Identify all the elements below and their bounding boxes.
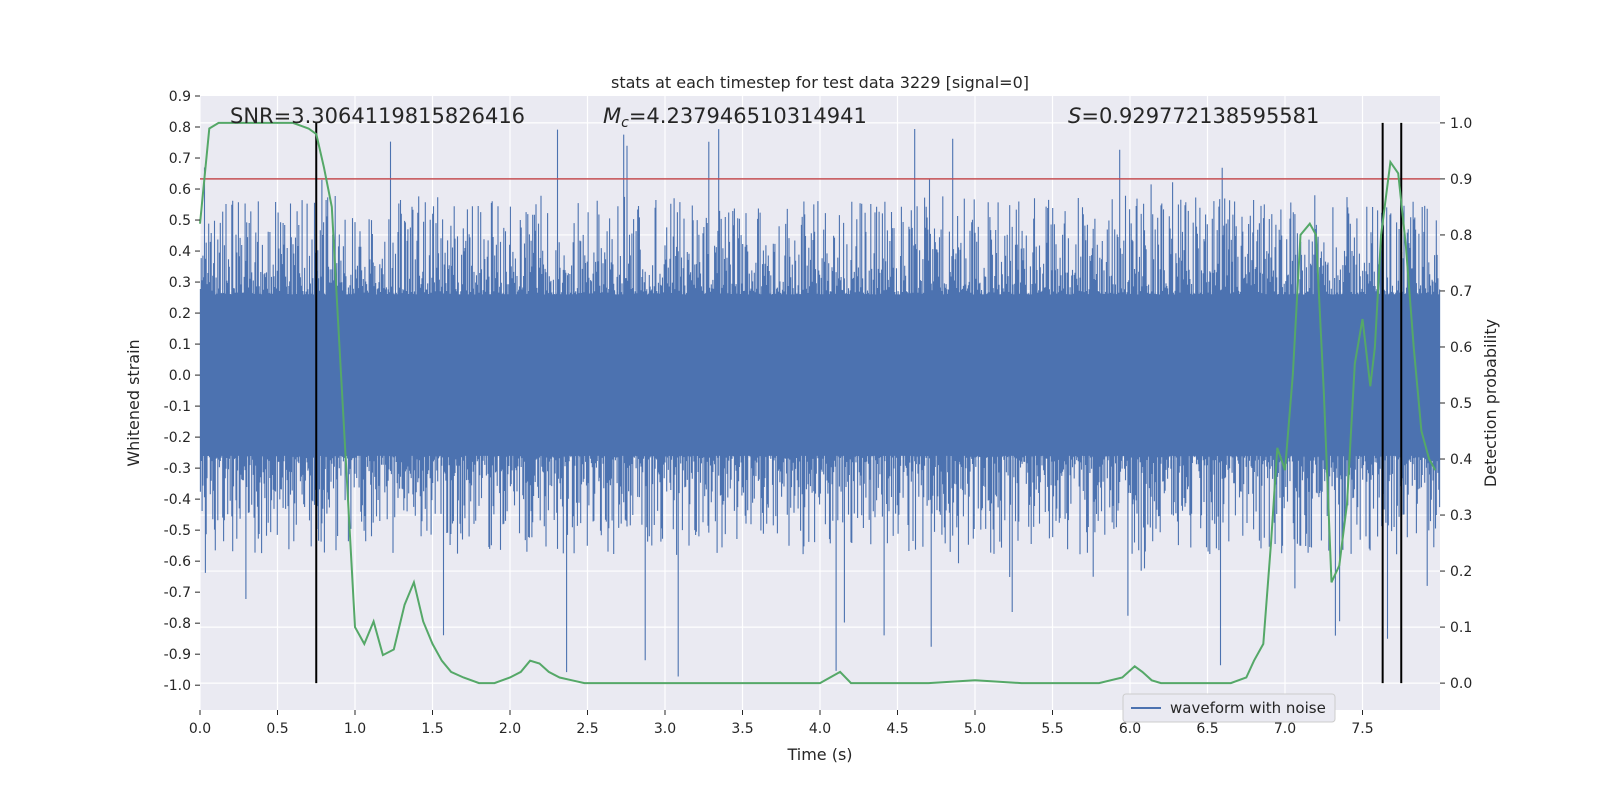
y-tick-label-14: -0.5 <box>164 523 191 539</box>
y-tick-label-7: 0.2 <box>169 306 191 322</box>
probability-series <box>199 121 1437 685</box>
y-tick-label-13: -0.4 <box>164 492 191 508</box>
y-tick-label-1: 0.8 <box>169 120 191 136</box>
y-tick-label-5: 0.4 <box>169 244 191 260</box>
annotation-s-symbol: S <box>1068 104 1081 128</box>
y-tick-label-2: 0.7 <box>169 151 191 167</box>
waveform-line <box>199 129 1441 677</box>
y2-tick-label-5: 0.5 <box>1450 396 1472 412</box>
annotation-mc: Mc=4.237946510314941 <box>603 104 867 131</box>
tick-labels: 0.0 0.5 1.0 1.5 2.0 2.5 3.0 3.5 4.0 4.5 5.0 5.5 6.0 6… <box>164 89 1473 737</box>
x-tick-label-9: 4.5 <box>886 721 908 737</box>
probability-line <box>199 121 1437 685</box>
chart-title: stats at each timestep for test data 322… <box>611 73 1029 92</box>
y-tick-label-18: -0.9 <box>164 647 191 663</box>
annotation-s-value: =0.929772138595581 <box>1081 104 1319 128</box>
annotation-s: S=0.929772138595581 <box>1068 104 1319 128</box>
y-tick-label-3: 0.6 <box>169 182 191 198</box>
y2-tick-label-7: 0.3 <box>1450 508 1472 524</box>
y-tick-label-10: -0.1 <box>164 399 191 415</box>
x-tick-label-5: 2.5 <box>576 721 598 737</box>
x-tick-label-4: 2.0 <box>499 721 521 737</box>
y-tick-label-12: -0.3 <box>164 461 191 477</box>
legend-label-waveform: waveform with noise <box>1170 699 1326 717</box>
y-tick-label-8: 0.1 <box>169 337 191 353</box>
y2-tick-label-9: 0.1 <box>1450 620 1472 636</box>
y-tick-label-11: -0.2 <box>164 430 191 446</box>
y2-tick-label-1: 0.9 <box>1450 172 1472 188</box>
x-tick-label-1: 0.5 <box>266 721 288 737</box>
x-tick-label-2: 1.0 <box>344 721 366 737</box>
x-tick-label-3: 1.5 <box>421 721 443 737</box>
legend-box <box>1122 693 1336 723</box>
y-axis-label: Whitened strain <box>124 339 143 466</box>
y-tick-label-9: 0.0 <box>169 368 191 384</box>
x-tick-label-10: 5.0 <box>964 721 986 737</box>
y-tick-label-4: 0.5 <box>169 213 191 229</box>
y2-tick-label-2: 0.8 <box>1450 228 1472 244</box>
y2-tick-label-0: 1.0 <box>1450 116 1472 132</box>
y-tick-label-15: -0.6 <box>164 554 191 570</box>
annotation-mc-value: =4.237946510314941 <box>629 104 867 128</box>
x-tick-label-15: 7.5 <box>1351 721 1373 737</box>
y2-tick-label-10: 0.0 <box>1450 676 1472 692</box>
x-tick-label-7: 3.5 <box>731 721 753 737</box>
y2-tick-label-3: 0.7 <box>1450 284 1472 300</box>
x-tick-label-8: 4.0 <box>809 721 831 737</box>
annotation-mc-subscript: c <box>621 115 629 131</box>
annotation-snr: SNR=3.3064119815826416 <box>230 104 525 128</box>
annotation-mc-symbol: M <box>603 104 621 128</box>
y2-tick-label-4: 0.6 <box>1450 340 1472 356</box>
y-tick-label-17: -0.8 <box>164 616 191 632</box>
waveform-series <box>199 129 1441 677</box>
y-tick-label-19: -1.0 <box>164 678 191 694</box>
y2-tick-label-8: 0.2 <box>1450 564 1472 580</box>
x-tick-label-13: 6.5 <box>1196 721 1218 737</box>
y2-tick-label-6: 0.4 <box>1450 452 1472 468</box>
x-tick-label-11: 5.5 <box>1041 721 1063 737</box>
y-tick-label-16: -0.7 <box>164 585 191 601</box>
y-tick-label-6: 0.3 <box>169 275 191 291</box>
legend: waveform with noise <box>1122 693 1336 723</box>
y2-axis-label: Detection probability <box>1481 319 1500 487</box>
y-tick-label-0: 0.9 <box>169 89 191 105</box>
x-tick-label-6: 3.0 <box>654 721 676 737</box>
x-tick-label-0: 0.0 <box>189 721 211 737</box>
x-tick-label-12: 6.0 <box>1119 721 1141 737</box>
x-axis-label: Time (s) <box>786 745 852 764</box>
x-tick-label-14: 7.0 <box>1274 721 1296 737</box>
